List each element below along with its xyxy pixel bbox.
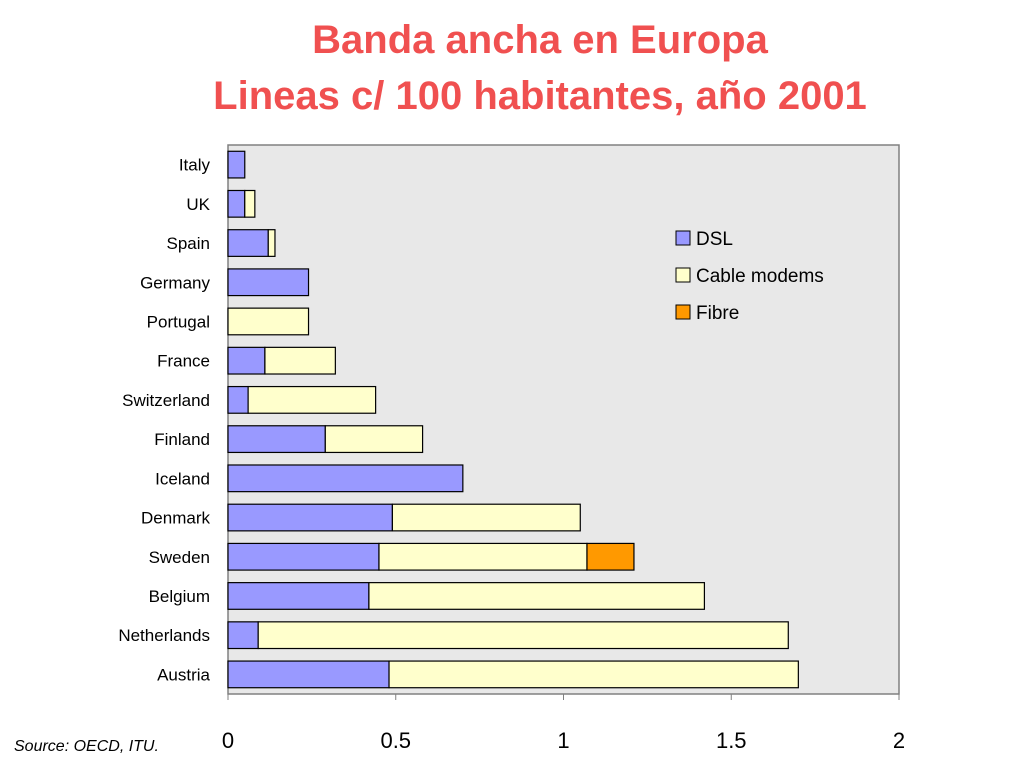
category-label: Portugal	[147, 312, 210, 331]
bar-spain-cable-modems	[267, 229, 276, 257]
chart-subtitle: Lineas c/ 100 habitantes, año 2001	[213, 74, 867, 118]
bar-finland-dsl	[227, 425, 326, 454]
chart-title: Banda ancha en Europa	[312, 18, 768, 62]
x-tick-label: 1	[557, 728, 569, 753]
bar-france-cable-modems	[264, 346, 336, 375]
legend-label: Fibre	[696, 303, 739, 324]
legend-swatch-dsl	[675, 230, 691, 246]
bar-austria-dsl	[227, 660, 390, 689]
bar-switzerland-cable-modems	[247, 385, 377, 414]
legend-swatch-fibre	[675, 304, 691, 320]
bar-italy-dsl	[227, 150, 246, 179]
legend-swatch-cable-modems	[675, 267, 691, 283]
bar-spain-dsl	[227, 229, 269, 257]
x-tick-label: 2	[893, 728, 905, 753]
bar-france-dsl	[227, 346, 266, 375]
bar-netherlands-cable-modems	[257, 621, 789, 650]
source-note: Source: OECD, ITU.	[14, 738, 159, 755]
category-label: Belgium	[149, 587, 210, 606]
category-label: Austria	[157, 665, 210, 684]
category-label: Iceland	[155, 469, 210, 488]
bar-switzerland-dsl	[227, 385, 249, 414]
category-label: Netherlands	[118, 626, 210, 645]
bar-sweden-cable-modems	[378, 542, 588, 571]
bar-portugal-cable-modems	[227, 307, 310, 336]
bar-finland-cable-modems	[324, 425, 424, 454]
bar-sweden-dsl	[227, 542, 380, 571]
category-label: Denmark	[141, 509, 210, 528]
bar-sweden-fibre	[586, 542, 635, 571]
bar-denmark-cable-modems	[391, 503, 581, 532]
bar-belgium-cable-modems	[368, 582, 706, 610]
bar-belgium-dsl	[227, 582, 370, 610]
category-label: Finland	[154, 430, 210, 449]
plot-area	[227, 144, 900, 695]
x-tick-label: 1.5	[716, 728, 747, 753]
category-label: Germany	[140, 273, 210, 292]
bar-uk-cable-modems	[244, 189, 256, 218]
category-label: France	[157, 352, 210, 371]
category-label: Sweden	[149, 548, 210, 567]
category-label: Italy	[179, 156, 211, 175]
category-label: UK	[186, 195, 210, 214]
legend-label: Cable modems	[696, 266, 824, 287]
bar-netherlands-dsl	[227, 621, 259, 650]
bar-denmark-dsl	[227, 503, 393, 532]
bar-germany-dsl	[227, 268, 310, 297]
category-label: Spain	[167, 234, 210, 253]
bar-uk-dsl	[227, 189, 246, 218]
x-tick-label: 0	[222, 728, 234, 753]
bar-iceland-dsl	[227, 464, 464, 493]
legend-label: DSL	[696, 229, 733, 250]
category-label: Switzerland	[122, 391, 210, 410]
bar-austria-cable-modems	[388, 660, 799, 689]
x-tick-label: 0.5	[380, 728, 411, 753]
